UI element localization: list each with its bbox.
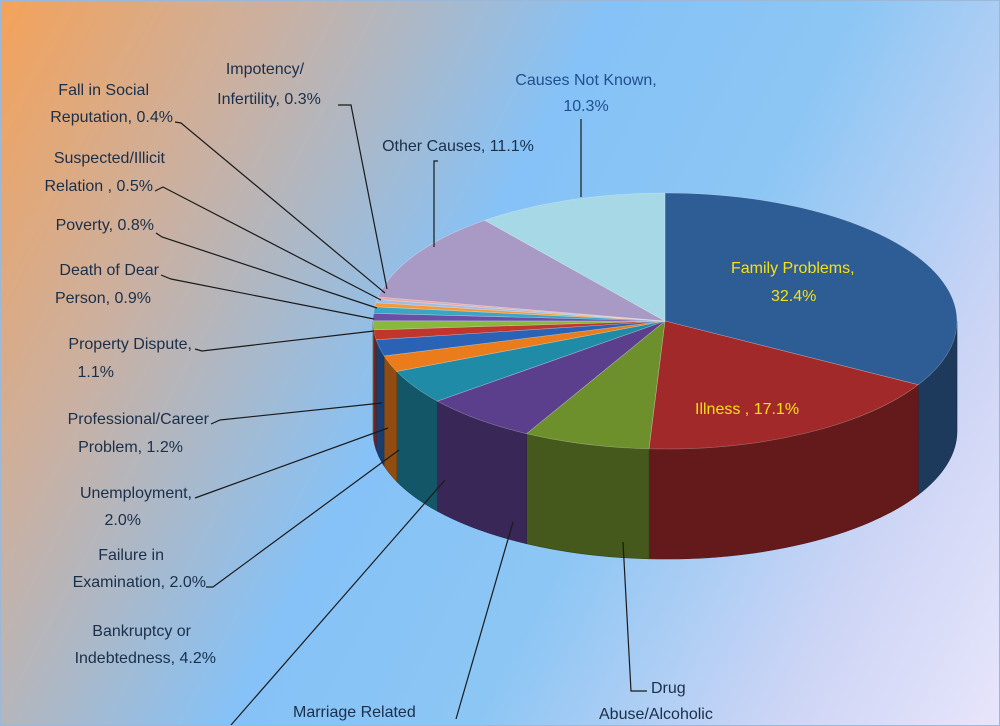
leader-line-marriage-related bbox=[455, 521, 514, 720]
label-line: Problem, 1.2% bbox=[78, 439, 183, 456]
label-line: Infertility, 0.3% bbox=[217, 91, 321, 108]
label-line: Examination, 2.0% bbox=[73, 574, 206, 591]
label-line: 2.0% bbox=[105, 512, 141, 529]
slice-illness-17-1 bbox=[648, 320, 919, 450]
label-line: Indebtedness, 4.2% bbox=[75, 650, 216, 667]
label-unemployment-2-0: Unemployment, 2.0% bbox=[80, 485, 192, 529]
label-line: Bankruptcy or bbox=[92, 623, 191, 640]
label-property-dispute-1-1: Property Dispute, 1.1% bbox=[68, 336, 192, 381]
label-line: 1.1% bbox=[78, 364, 114, 381]
label-bankruptcy-or-indebtedness-4-2: Bankruptcy or Indebtedness, 4.2% bbox=[75, 623, 216, 667]
side-failure-in-examination-2-0 bbox=[383, 354, 397, 483]
slice-causes-not-known-10-3 bbox=[484, 192, 666, 322]
leader-line-suspected-illicit-relation-0-5 bbox=[154, 186, 382, 301]
label-fall-in-social-reputation-0-4: Fall in Social Reputation, 0.4% bbox=[50, 82, 173, 126]
label-line: Property Dispute, bbox=[68, 336, 192, 353]
leader-line-impotency-infertility-0-3 bbox=[338, 104, 388, 290]
label-line: Poverty, 0.8% bbox=[56, 217, 154, 234]
label-line: Impotency/ bbox=[226, 61, 305, 78]
label-line: Drug bbox=[651, 680, 686, 697]
label-line: Failure in bbox=[98, 547, 164, 564]
label-line: Person, 0.9% bbox=[55, 290, 151, 307]
slice-drug-abuse-alcoholic bbox=[525, 320, 666, 450]
side-drug-abuse-alcoholic bbox=[526, 433, 650, 560]
slice-bankruptcy-or-indebtedness-4-2 bbox=[396, 320, 666, 402]
label-other-causes-11-1: Other Causes, 11.1% bbox=[382, 138, 534, 155]
label-drug-abuse-alcoholic: Drug Abuse/Alcoholic bbox=[599, 680, 713, 723]
label-line: Abuse/Alcoholic bbox=[599, 706, 713, 723]
label-line: 32.4% bbox=[771, 288, 816, 305]
label-death-of-dear-person-0-9: Death of Dear Person, 0.9% bbox=[55, 262, 160, 307]
label-line: 10.3% bbox=[563, 98, 608, 115]
leader-line-professional-career-problem-1-2 bbox=[210, 402, 383, 425]
side-professional-career-problem-1-2 bbox=[373, 329, 377, 450]
slice-property-dispute-1-1 bbox=[372, 320, 666, 331]
label-line: Other Causes, 11.1% bbox=[382, 138, 534, 155]
label-professional-career-problem-1-2: Professional/Career Problem, 1.2% bbox=[68, 411, 210, 456]
label-line: Family Problems, bbox=[731, 260, 855, 277]
label-line: Professional/Career bbox=[68, 411, 210, 428]
label-line: Death of Dear bbox=[59, 262, 159, 279]
slice-professional-career-problem-1-2 bbox=[373, 320, 666, 341]
leader-line-poverty-0-8 bbox=[155, 232, 378, 309]
leader-line-property-dispute-1-1 bbox=[194, 330, 375, 352]
label-line: Suspected/Illicit bbox=[54, 150, 166, 167]
label-line: Reputation, 0.4% bbox=[50, 109, 173, 126]
label-line: Relation , 0.5% bbox=[44, 178, 153, 195]
leader-line-failure-in-examination-2-0 bbox=[206, 449, 400, 588]
leader-line-bankruptcy-or-indebtedness-4-2 bbox=[230, 479, 446, 725]
label-line: Illness , 17.1% bbox=[695, 401, 799, 418]
label-causes-not-known-10-3: Causes Not Known, 10.3% bbox=[515, 72, 656, 115]
label-line: Marriage Related bbox=[293, 704, 416, 721]
label-impotency-infertility-0-3: Impotency/Infertility, 0.3% bbox=[217, 61, 321, 108]
label-line: Fall in Social bbox=[58, 82, 149, 99]
label-failure-in-examination-2-0: Failure in Examination, 2.0% bbox=[73, 547, 206, 591]
leader-line-fall-in-social-reputation-0-4 bbox=[174, 121, 386, 294]
label-poverty-0-8: Poverty, 0.8% bbox=[56, 217, 154, 234]
leader-line-other-causes-11-1 bbox=[433, 160, 438, 247]
leader-line-unemployment-2-0 bbox=[194, 427, 389, 499]
slice-unemployment-2-0 bbox=[375, 320, 666, 357]
label-illness-17-1: Illness , 17.1% bbox=[695, 401, 799, 418]
label-line: Causes Not Known, bbox=[515, 72, 656, 89]
label-marriage-related: Marriage Related bbox=[293, 704, 416, 721]
slice-family-problems-32-4 bbox=[664, 192, 958, 386]
leader-line-drug-abuse-alcoholic bbox=[622, 541, 647, 692]
slice-marriage-related bbox=[436, 320, 666, 435]
label-family-problems-32-4: Family Problems, 32.4% bbox=[731, 260, 855, 305]
slice-death-of-dear-person-0-9 bbox=[372, 313, 666, 322]
slice-fall-in-social-reputation-0-4 bbox=[375, 299, 666, 322]
side-property-dispute-1-1 bbox=[372, 320, 375, 440]
label-line: Unemployment, bbox=[80, 485, 192, 502]
slice-failure-in-examination-2-0 bbox=[383, 320, 666, 372]
label-suspected-illicit-relation-0-5: Suspected/Illicit Relation , 0.5% bbox=[44, 150, 165, 195]
leader-line-death-of-dear-person-0-9 bbox=[160, 274, 375, 320]
